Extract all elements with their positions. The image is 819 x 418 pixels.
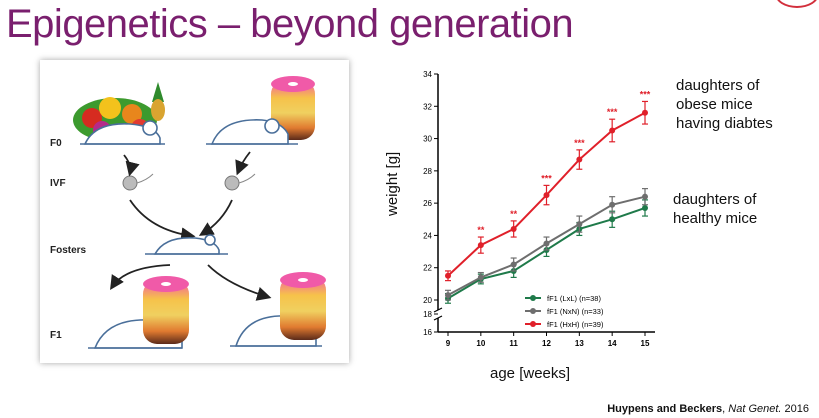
ivf-cells-icon bbox=[122, 173, 256, 191]
diagram-drawing bbox=[73, 76, 326, 349]
legend-label: fF1 (NxN) (n=33) bbox=[547, 307, 604, 316]
significance-label: ** bbox=[510, 209, 518, 219]
significance-label: *** bbox=[574, 138, 585, 148]
annotation-obese-line: daughters of bbox=[676, 77, 760, 94]
citation-year: 2016 bbox=[781, 403, 809, 415]
data-point bbox=[445, 272, 451, 279]
annotation-healthy-line: healthy mice bbox=[673, 210, 758, 227]
citation-journal: Nat Genet. bbox=[728, 403, 782, 415]
data-point bbox=[543, 240, 550, 247]
annotation-obese: daughters of obese mice having diabtes bbox=[676, 76, 773, 133]
y-tick-label: 18 bbox=[423, 310, 432, 319]
legend-label: fF1 (LxL) (n=38) bbox=[547, 294, 601, 303]
x-tick-label: 12 bbox=[542, 339, 551, 348]
citation-sep: , bbox=[722, 403, 729, 415]
y-tick-label: 20 bbox=[423, 296, 432, 305]
slide-title: Epigenetics – beyond generation bbox=[6, 2, 574, 46]
significance-label: ** bbox=[477, 225, 485, 235]
citation-authors: Huypens and Beckers bbox=[607, 403, 723, 415]
significance-label: *** bbox=[607, 107, 618, 117]
y-tick-label: 16 bbox=[423, 328, 432, 337]
y-tick-label: 22 bbox=[423, 264, 432, 273]
y-axis-label: weight [g] bbox=[384, 151, 401, 216]
data-point bbox=[609, 201, 616, 208]
y-tick-label: 24 bbox=[423, 231, 432, 240]
y-tick-label: 32 bbox=[423, 102, 432, 111]
annotation-obese-line: having diabtes bbox=[676, 115, 773, 132]
data-point bbox=[510, 261, 517, 268]
flow-arrows bbox=[110, 151, 272, 301]
x-axis-label: age [weeks] bbox=[490, 365, 571, 382]
data-point bbox=[445, 292, 451, 299]
donut-stack-f0-icon bbox=[271, 76, 315, 140]
label-f1: F1 bbox=[50, 330, 62, 341]
donut-stack-f1-left-icon bbox=[143, 276, 189, 344]
axis-break-mark bbox=[433, 315, 443, 321]
data-point bbox=[609, 216, 616, 223]
data-point bbox=[642, 109, 648, 116]
legend-marker bbox=[530, 321, 536, 327]
legend-label: fF1 (HxH) (n=39) bbox=[547, 320, 604, 329]
x-tick-label: 10 bbox=[476, 339, 485, 348]
data-point bbox=[609, 127, 616, 134]
data-point bbox=[543, 192, 550, 199]
x-tick-label: 11 bbox=[509, 339, 518, 348]
data-point bbox=[477, 274, 484, 281]
data-point bbox=[576, 156, 583, 163]
corner-logo bbox=[775, 0, 819, 8]
significance-label: *** bbox=[541, 173, 552, 183]
data-point bbox=[642, 204, 648, 211]
legend-marker bbox=[530, 308, 536, 314]
foster-mouse-icon bbox=[145, 234, 228, 255]
annotation-obese-line: obese mice bbox=[676, 96, 753, 113]
citation: Huypens and Beckers, Nat Genet. 2016 bbox=[607, 403, 809, 415]
y-tick-label: 28 bbox=[423, 167, 432, 176]
x-tick-label: 9 bbox=[446, 339, 451, 348]
data-point bbox=[576, 221, 583, 228]
significance-label: *** bbox=[640, 89, 651, 99]
annotation-healthy: daughters of healthy mice bbox=[673, 190, 757, 228]
y-tick-label: 34 bbox=[423, 70, 432, 79]
x-tick-label: 15 bbox=[641, 339, 650, 348]
annotation-healthy-line: daughters of bbox=[673, 191, 757, 208]
y-tick-label: 30 bbox=[423, 135, 432, 144]
axis-break-mark bbox=[433, 307, 443, 313]
x-tick-label: 14 bbox=[608, 339, 617, 348]
y-tick-label: 26 bbox=[423, 199, 432, 208]
experiment-diagram: F0 IVF Fosters F1 bbox=[40, 60, 349, 363]
label-ivf: IVF bbox=[50, 178, 66, 189]
mouse-f0-right-icon bbox=[206, 118, 298, 145]
label-f0: F0 bbox=[50, 138, 62, 149]
x-tick-label: 13 bbox=[575, 339, 584, 348]
legend-marker bbox=[530, 295, 536, 301]
label-fosters: Fosters bbox=[50, 245, 87, 256]
data-point bbox=[642, 193, 648, 200]
data-point bbox=[510, 225, 517, 232]
data-point bbox=[477, 242, 484, 249]
mouse-f0-left-icon bbox=[80, 120, 165, 145]
donut-stack-f1-right-icon bbox=[280, 272, 326, 340]
